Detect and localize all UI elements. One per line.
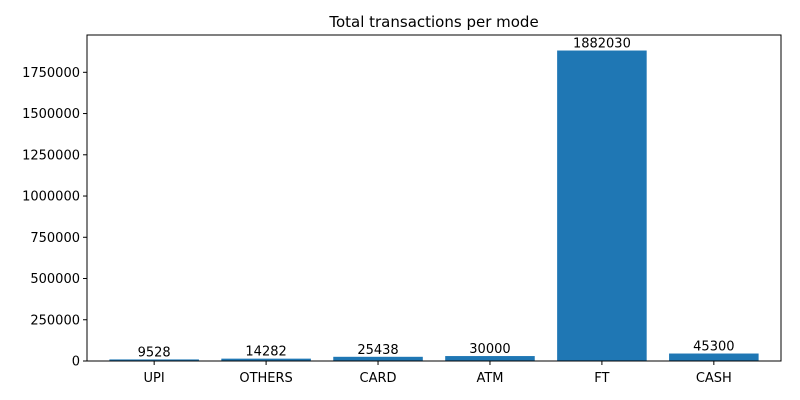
y-tick-label: 1250000 [22, 148, 80, 163]
plot-area: 0 250000 500000 750000 1000000 1250000 1500000… [22, 34, 782, 386]
chart-title: Total transactions per mode [328, 13, 538, 31]
data-label-ft: 1882030 [573, 37, 631, 52]
bar-card [333, 356, 423, 361]
y-tick-label: 0 [72, 355, 80, 370]
bar-upi [109, 359, 199, 361]
x-axis-ticks: UPI OTHERS CARD ATM FT CASH [144, 361, 732, 386]
y-tick-label: 250000 [30, 313, 80, 328]
bar-others [221, 358, 311, 361]
data-label-others: 14282 [245, 345, 286, 360]
bar-cash [669, 353, 759, 361]
data-label-card: 25438 [357, 343, 398, 358]
y-axis-ticks: 0 250000 500000 750000 1000000 1250000 1500000… [22, 66, 87, 370]
bar-atm [445, 356, 535, 361]
x-tick-label: OTHERS [239, 371, 292, 386]
y-tick-label: 1500000 [22, 107, 80, 122]
data-label-atm: 30000 [469, 342, 510, 357]
plot-frame [86, 34, 782, 362]
data-label-upi: 9528 [138, 345, 171, 360]
x-tick-label: UPI [144, 371, 165, 386]
x-tick-label: CASH [696, 371, 732, 386]
y-tick-label: 500000 [30, 272, 80, 287]
y-tick-label: 750000 [30, 231, 80, 246]
x-tick-label: ATM [476, 371, 503, 386]
y-tick-label: 1000000 [22, 190, 80, 205]
data-label-cash: 45300 [693, 340, 734, 355]
bars [109, 50, 759, 361]
bar-ft [557, 50, 647, 361]
x-tick-label: CARD [360, 371, 397, 386]
x-tick-label: FT [594, 371, 609, 386]
data-labels: 9528 14282 25438 30000 1882030 45300 [138, 37, 735, 361]
y-tick-label: 1750000 [22, 66, 80, 81]
